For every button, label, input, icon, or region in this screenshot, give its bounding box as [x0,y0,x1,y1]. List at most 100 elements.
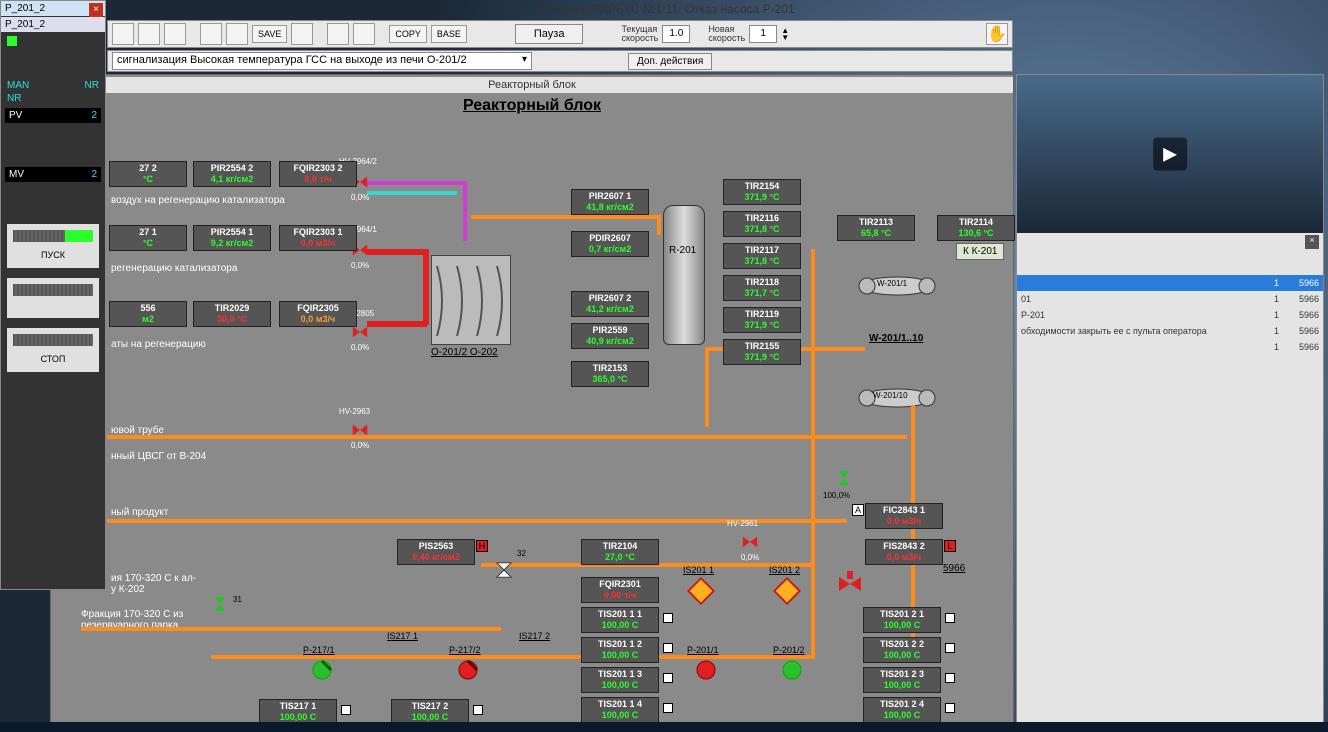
mode-nr2[interactable]: NR [7,93,21,104]
tag-t1[interactable]: 27 2°C [109,161,187,187]
reactor-r201[interactable] [663,205,705,345]
video-thumbnail[interactable] [1017,75,1323,233]
tag-ts4[interactable]: TIS201 1 4100,00 C [581,697,659,723]
tag-ts3[interactable]: TIS201 1 3100,00 C [581,667,659,693]
valve-hv2964-1-pos: 0,0% [351,261,369,270]
toolbar-icon-7[interactable] [327,23,349,45]
hex-label-10: W-201/10 [873,391,908,400]
tag-ts2[interactable]: TIS201 1 2100,00 C [581,637,659,663]
extra-actions-button[interactable]: Доп. действия [628,53,712,70]
hex-range-label: W-201/1..10 [869,333,923,344]
tag-t3[interactable]: FQIR2303 20,0 т/ч [279,161,357,187]
tag-w1[interactable]: TIR211365,8 °C [837,215,915,241]
hand-icon[interactable]: ✋ [986,23,1008,45]
checkbox-tis217_1[interactable] [341,705,351,715]
tag-t4[interactable]: 27 1°C [109,225,187,251]
alarm-combo[interactable]: сигнализация Высокая температура ГСС на … [112,52,532,70]
tag-t6[interactable]: FQIR2303 10,0 м3/ч [279,225,357,251]
checkbox-tu4[interactable] [945,703,955,713]
alarm-panel: × 159660115966Р-20115966обходимости закр… [1016,74,1324,724]
save-icon[interactable]: SAVE [252,25,287,43]
tag-t9[interactable]: FQIR23050,0 м3/ч [279,301,357,327]
tag-tir2104[interactable]: TIR210427,0 °C [581,539,659,565]
pump-p201-2[interactable] [781,659,803,681]
close-icon[interactable]: × [89,3,103,17]
mid-box [7,278,99,318]
pump-p201-1[interactable] [695,659,717,681]
toolbar-icon-8[interactable] [353,23,375,45]
tag-r6[interactable]: TIR2155371,9 °C [723,339,801,365]
checkbox-tu3[interactable] [945,673,955,683]
checkbox-ts1[interactable] [663,613,673,623]
pump-p217-1[interactable] [311,659,333,681]
alarm-row[interactable]: 15966 [1017,275,1323,291]
pump-p217-2[interactable] [457,659,479,681]
mode-man[interactable]: MAN [7,80,29,91]
checkbox-ts4[interactable] [663,703,673,713]
stop-button[interactable]: СТОП [13,352,93,366]
alarm-row[interactable]: Р-20115966 [1017,307,1323,323]
tag-p4[interactable]: PIR255940,9 кг/см2 [571,323,649,349]
toolbar-icon-2[interactable] [138,23,160,45]
tag-r5[interactable]: TIR2119371,9 °C [723,307,801,333]
alarm-code-label[interactable]: 5966 [943,563,965,574]
mode-nr1[interactable]: NR [85,80,99,91]
new-speed-value[interactable]: 1 [749,25,777,43]
checkbox-tu1[interactable] [945,613,955,623]
toolbar-icon-1[interactable] [112,23,134,45]
base-button[interactable]: BASE [431,25,467,43]
tag-p3[interactable]: PIR2607 241,2 кг/см2 [571,291,649,317]
start-button[interactable]: ПУСК [13,248,93,262]
valve-fcv[interactable] [835,469,853,487]
alarm-is201-2-icon[interactable] [773,577,801,605]
tag-t5[interactable]: PIR2554 19,2 кг/см2 [193,225,271,251]
valve-hv2961[interactable] [741,533,759,551]
copy-button[interactable]: COPY [389,25,427,43]
tag-tu4[interactable]: TIS201 2 4100,00 C [863,697,941,723]
toolbar-icon-5[interactable] [226,23,248,45]
valve-31[interactable] [211,595,229,613]
tag-t8[interactable]: TIR202930,0 °C [193,301,271,327]
toolbar-icon-6[interactable] [291,23,313,45]
alarm-row[interactable]: обходимости закрыть ее с пульта оператор… [1017,323,1323,339]
valve-31-label: 31 [233,595,242,604]
tag-r1[interactable]: TIR2154371,9 °C [723,179,801,205]
tag-p1[interactable]: PIR2607 141,8 кг/см2 [571,189,649,215]
alarm-row[interactable]: 15966 [1017,339,1323,355]
tag-ts1[interactable]: TIS201 1 1100,00 C [581,607,659,633]
tag-fis[interactable]: FIS2843 20,0 м3/чL [865,539,943,565]
tag-w2[interactable]: TIR2114130,6 °C [937,215,1015,241]
panel-close-icon[interactable]: × [1305,235,1319,249]
pause-button[interactable]: Пауза [515,24,584,44]
tag-fic[interactable]: АFIC2843 10,0 м3/ч [865,503,943,529]
taskbar[interactable] [0,722,1328,732]
tag-fqir2301[interactable]: FQIR23010,00 т/ч [581,577,659,603]
tag-pis[interactable]: PIS25639,40 кг/см2H [397,539,475,565]
alarm-row[interactable]: 0115966 [1017,291,1323,307]
tag-t7[interactable]: 556м2 [109,301,187,327]
tag-p2[interactable]: PDIR26070,7 кг/см2 [571,231,649,257]
checkbox-tu2[interactable] [945,643,955,653]
valve-hv2961-label: HV-2961 [727,519,758,528]
kk201-label[interactable]: К К-201 [956,243,1004,260]
speed-spinner[interactable]: ▲▼ [781,27,789,41]
valve-hv2963[interactable] [351,421,369,439]
tag-tu1[interactable]: TIS201 2 1100,00 C [863,607,941,633]
checkbox-ts2[interactable] [663,643,673,653]
tag-r4[interactable]: TIR2118371,7 °C [723,275,801,301]
tag-tu2[interactable]: TIS201 2 2100,00 C [863,637,941,663]
tag-r2[interactable]: TIR2116371,8 °C [723,211,801,237]
tag-tu3[interactable]: TIS201 2 3100,00 C [863,667,941,693]
tag-p5[interactable]: TIR2153365,0 °C [571,361,649,387]
checkbox-tis217_2[interactable] [473,705,483,715]
tag-r3[interactable]: TIR2117371,8 °C [723,243,801,269]
furnace-o201[interactable] [431,255,511,345]
tag-t2[interactable]: PIR2554 24,1 кг/см2 [193,161,271,187]
control-valve-red[interactable] [837,571,863,597]
mix-valve-32[interactable] [495,561,513,579]
alarm-is201-1-icon[interactable] [687,577,715,605]
toolbar-icon-4[interactable] [200,23,222,45]
valve-hv2805-pos: 0,0% [351,343,369,352]
checkbox-ts3[interactable] [663,673,673,683]
toolbar-icon-3[interactable] [164,23,186,45]
